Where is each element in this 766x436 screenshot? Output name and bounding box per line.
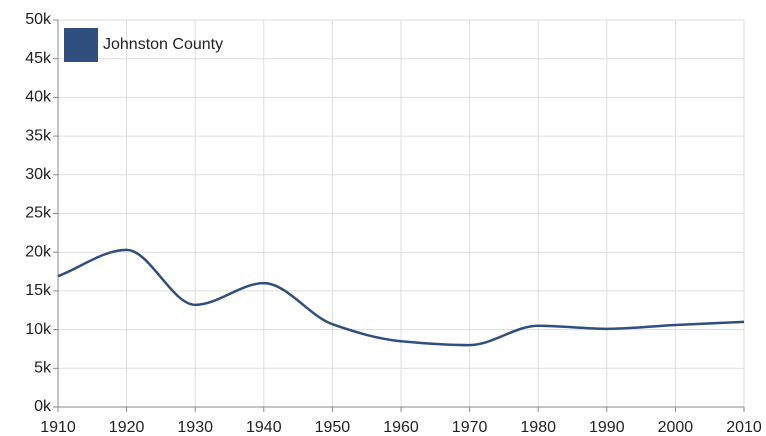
legend-swatch — [64, 28, 98, 62]
y-tick-label: 40k — [25, 89, 52, 106]
y-tick-label: 10k — [25, 321, 52, 338]
y-tick-label: 45k — [25, 50, 52, 67]
x-tick-label: 1920 — [109, 419, 145, 436]
x-tick-label: 2010 — [726, 419, 762, 436]
legend-label: Johnston County — [103, 36, 223, 53]
x-tick-label: 2000 — [658, 419, 694, 436]
x-tick-label: 1990 — [589, 419, 625, 436]
y-tick-label: 35k — [25, 127, 52, 144]
y-tick-label: 0k — [34, 398, 52, 415]
x-tick-label: 1950 — [315, 419, 351, 436]
y-tick-label: 20k — [25, 243, 52, 260]
x-tick-label: 1930 — [177, 419, 213, 436]
y-tick-label: 30k — [25, 166, 52, 183]
y-tick-label: 5k — [34, 360, 52, 377]
y-tick-label: 15k — [25, 282, 52, 299]
x-tick-label: 1960 — [383, 419, 419, 436]
x-tick-label: 1970 — [452, 419, 488, 436]
line — [57, 248, 745, 347]
y-tick-label: 25k — [25, 205, 52, 222]
x-tick-label: 1910 — [40, 419, 76, 436]
y-tick-label: 50k — [25, 11, 52, 28]
x-tick-label: 1940 — [246, 419, 282, 436]
x-tick-label: 1980 — [520, 419, 556, 436]
